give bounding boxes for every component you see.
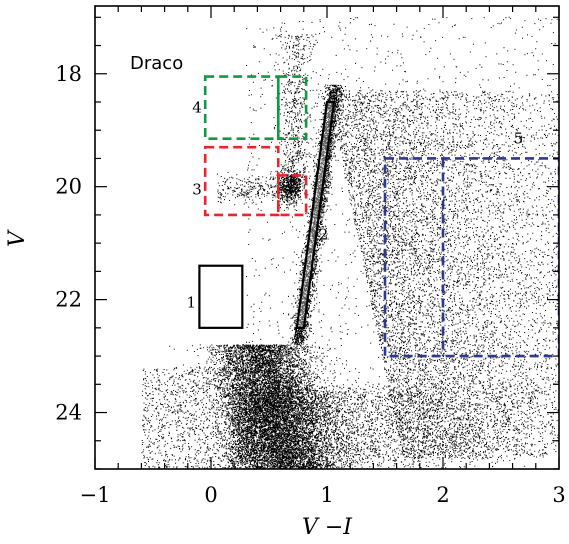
region-labels: 1 2 3 4 5 — [187, 99, 524, 312]
region-1-outline — [198, 264, 244, 329]
x-tick-label: 0 — [204, 483, 217, 507]
star-point-cloud — [141, 16, 559, 469]
x-tick-label: 3 — [552, 483, 565, 507]
axis-ticks — [94, 6, 560, 470]
region-label-2: 2 — [319, 226, 329, 244]
region-label-4: 4 — [192, 99, 202, 117]
x-axis-label: V −I — [302, 515, 353, 540]
y-tick-label: 22 — [55, 288, 82, 312]
x-tick-label: −1 — [80, 483, 111, 507]
y-tick-label: 20 — [55, 175, 82, 199]
region-label-5: 5 — [514, 130, 524, 148]
x-tick-label: 1 — [320, 483, 333, 507]
region-4-outline — [276, 75, 308, 140]
chart-title: Draco — [130, 53, 183, 74]
region-2-outline — [295, 100, 336, 329]
star-points — [141, 16, 559, 469]
region-label-1: 1 — [187, 293, 197, 311]
region-3-outline — [203, 145, 280, 217]
region-3-outline — [276, 174, 308, 217]
y-tick-label: 24 — [55, 401, 82, 425]
y-tick-labels: 18 20 22 24 — [55, 62, 82, 425]
region-5-outline — [383, 157, 559, 358]
region-4-outline — [203, 75, 280, 140]
x-tick-label: 2 — [436, 483, 449, 507]
region-label-3: 3 — [192, 181, 202, 199]
y-axis-label: V — [5, 229, 30, 247]
y-tick-label: 18 — [55, 62, 82, 86]
x-tick-labels: −1 0 1 2 3 — [80, 483, 566, 507]
selection-regions — [198, 75, 559, 358]
